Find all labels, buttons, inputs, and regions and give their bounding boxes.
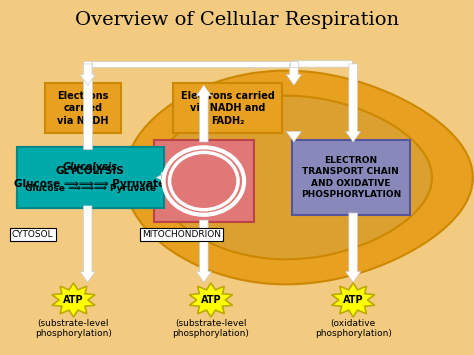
Polygon shape [196,85,211,142]
Text: Glucose ⟹⟹⟹ Pyruvate: Glucose ⟹⟹⟹ Pyruvate [25,184,155,193]
FancyBboxPatch shape [17,147,164,208]
Polygon shape [286,131,301,142]
Text: Overview of Cellular Respiration: Overview of Cellular Respiration [75,11,399,29]
Polygon shape [196,220,211,282]
FancyBboxPatch shape [292,140,410,215]
Text: Glycolysis: Glycolysis [63,162,118,172]
Polygon shape [331,283,375,317]
Polygon shape [83,64,92,149]
FancyBboxPatch shape [154,140,254,222]
FancyBboxPatch shape [173,83,282,133]
Text: Electrons carried
via NADH and
FADH₂: Electrons carried via NADH and FADH₂ [181,91,274,126]
Ellipse shape [164,147,244,215]
Polygon shape [346,64,361,142]
Text: KREBS
CYCLE: KREBS CYCLE [182,166,226,196]
Text: Electrons
carried
via NADH: Electrons carried via NADH [57,91,109,126]
Text: (substrate-level
phosphorylation): (substrate-level phosphorylation) [173,319,249,338]
Text: (oxidative
phosphorylation): (oxidative phosphorylation) [315,319,392,338]
FancyBboxPatch shape [45,83,121,133]
Text: ATP: ATP [201,295,221,305]
Polygon shape [80,206,95,282]
Polygon shape [88,61,294,67]
Text: GʟYCOLYSIS
Glucose ⟹⟹⟹ Pyruvate: GʟYCOLYSIS Glucose ⟹⟹⟹ Pyruvate [14,166,166,189]
Polygon shape [286,64,301,85]
Text: ATP: ATP [63,295,84,305]
Polygon shape [346,213,361,282]
Text: ELECTRON
TRANSPORT CHAIN
AND OXIDATIVE
PHOSPHORYLATION: ELECTRON TRANSPORT CHAIN AND OXIDATIVE P… [301,156,401,199]
FancyBboxPatch shape [17,147,164,208]
Polygon shape [52,283,95,317]
Polygon shape [156,96,432,259]
Text: ATP: ATP [343,295,364,305]
Polygon shape [189,283,233,317]
Polygon shape [83,61,92,67]
Polygon shape [294,61,353,67]
Polygon shape [80,64,95,85]
Polygon shape [290,61,298,67]
Polygon shape [156,170,171,185]
Text: (substrate-level
phosphorylation): (substrate-level phosphorylation) [35,319,112,338]
Text: MITOCHONDRION: MITOCHONDRION [142,230,221,239]
Text: CYTOSOL: CYTOSOL [12,230,54,239]
Polygon shape [125,71,473,284]
